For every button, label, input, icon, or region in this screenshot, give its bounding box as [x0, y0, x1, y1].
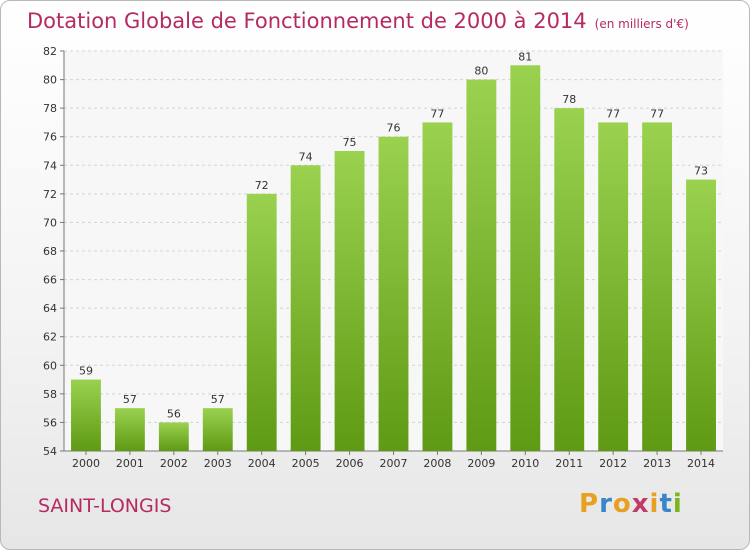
x-tick-label: 2013: [643, 457, 671, 470]
bar-value-label: 77: [606, 107, 620, 120]
bar: [378, 136, 409, 451]
proxiti-logo: Proxiti: [579, 489, 683, 519]
y-tick-label: 68: [43, 245, 57, 258]
bar-value-label: 81: [518, 50, 532, 63]
x-tick-label: 2011: [555, 457, 583, 470]
logo-letter: x: [631, 489, 650, 519]
bar-value-label: 78: [562, 93, 576, 106]
bar: [290, 165, 321, 452]
x-tick-label: 2004: [248, 457, 276, 470]
chart-title: Dotation Globale de Fonctionnement de 20…: [27, 9, 689, 33]
y-tick-label: 62: [43, 331, 57, 344]
bar-value-label: 77: [650, 107, 664, 120]
x-tick-label: 2010: [511, 457, 539, 470]
x-tick-label: 2009: [467, 457, 495, 470]
bar: [642, 122, 673, 451]
y-tick-label: 70: [43, 216, 57, 229]
bar-value-label: 77: [430, 107, 444, 120]
bar: [598, 122, 629, 451]
bar-value-label: 80: [474, 65, 488, 78]
bar: [466, 79, 497, 452]
logo-letter: r: [599, 489, 613, 519]
bar: [246, 193, 277, 451]
x-tick-label: 2000: [72, 457, 100, 470]
y-tick-label: 66: [43, 274, 57, 287]
bar-value-label: 74: [299, 150, 313, 163]
commune-name: SAINT-LONGIS: [38, 495, 172, 517]
x-tick-label: 2005: [292, 457, 320, 470]
logo-letter: i: [672, 489, 683, 519]
x-tick-label: 2012: [599, 457, 627, 470]
y-tick-label: 72: [43, 188, 57, 201]
y-tick-label: 80: [43, 74, 57, 87]
bar-value-label: 59: [79, 365, 93, 378]
x-tick-label: 2003: [204, 457, 232, 470]
y-tick-label: 82: [43, 45, 57, 58]
bar: [510, 65, 541, 452]
bar-value-label: 73: [694, 165, 708, 178]
bar: [554, 108, 585, 452]
chart-title-text: Dotation Globale de Fonctionnement de 20…: [27, 9, 587, 33]
bar-value-label: 57: [211, 393, 225, 406]
y-tick-label: 58: [43, 388, 57, 401]
y-tick-label: 56: [43, 416, 57, 429]
bar: [114, 408, 145, 451]
bar-value-label: 72: [255, 179, 269, 192]
x-tick-label: 2006: [336, 457, 364, 470]
y-tick-label: 76: [43, 131, 57, 144]
bar: [71, 379, 101, 451]
logo-letter: t: [659, 489, 673, 519]
y-tick-label: 64: [43, 302, 57, 315]
bar-value-label: 57: [123, 393, 137, 406]
chart-unit: (en milliers d'€): [594, 17, 689, 31]
bar-value-label: 75: [343, 136, 357, 149]
y-tick-label: 78: [43, 102, 57, 115]
y-tick-label: 54: [43, 445, 57, 458]
x-tick-label: 2001: [116, 457, 144, 470]
x-tick-label: 2007: [380, 457, 408, 470]
logo-letter: i: [649, 489, 660, 519]
y-tick-label: 74: [43, 159, 57, 172]
bar: [422, 122, 453, 451]
x-tick-label: 2002: [160, 457, 188, 470]
logo-letter: P: [579, 489, 600, 519]
bar: [202, 408, 233, 451]
bar: [686, 179, 716, 452]
logo-letter: o: [612, 489, 632, 519]
y-tick-label: 60: [43, 359, 57, 372]
x-tick-label: 2008: [423, 457, 451, 470]
bar: [334, 151, 365, 451]
bar-value-label: 56: [167, 407, 181, 420]
x-tick-label: 2014: [687, 457, 715, 470]
bar-value-label: 76: [387, 122, 401, 135]
bar: [158, 422, 189, 451]
